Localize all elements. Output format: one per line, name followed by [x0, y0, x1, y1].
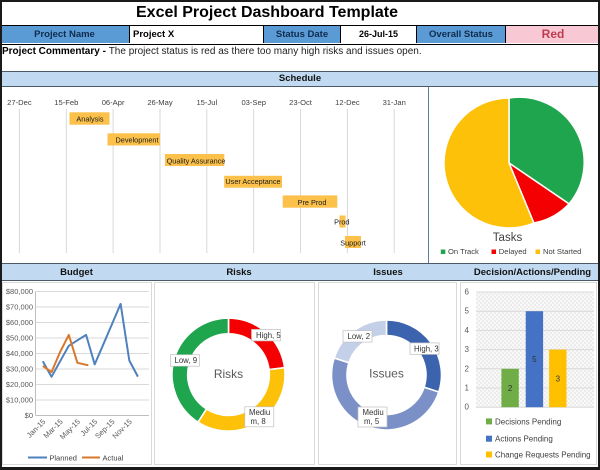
svg-text:Quality Assurance: Quality Assurance: [167, 156, 226, 165]
svg-text:Development: Development: [116, 136, 159, 145]
svg-text:Risks: Risks: [214, 367, 243, 381]
svg-text:6: 6: [465, 288, 470, 297]
svg-text:15-Jul: 15-Jul: [196, 98, 217, 107]
svg-text:Not Started: Not Started: [543, 247, 581, 256]
svg-text:Nov-15: Nov-15: [110, 417, 133, 440]
svg-text:$60,000: $60,000: [6, 318, 33, 327]
svg-text:12-Dec: 12-Dec: [335, 98, 360, 107]
svg-text:Support: Support: [340, 238, 366, 247]
svg-text:Actual: Actual: [103, 454, 124, 463]
svg-text:2: 2: [465, 364, 470, 373]
svg-text:4: 4: [465, 326, 470, 335]
svg-text:On Track: On Track: [448, 247, 479, 256]
svg-text:31-Jan: 31-Jan: [383, 98, 406, 107]
svg-text:$40,000: $40,000: [6, 349, 33, 358]
svg-text:5: 5: [532, 355, 537, 364]
svg-text:Change Requests Pending: Change Requests Pending: [495, 451, 591, 460]
svg-text:Actions Pending: Actions Pending: [495, 435, 553, 444]
svg-text:Tasks: Tasks: [493, 232, 523, 244]
svg-text:3: 3: [465, 345, 470, 354]
svg-text:$70,000: $70,000: [6, 303, 33, 312]
svg-text:Prod: Prod: [334, 218, 349, 227]
svg-text:26-May: 26-May: [147, 98, 173, 107]
svg-text:0: 0: [465, 403, 470, 412]
svg-text:$0: $0: [25, 411, 33, 420]
svg-text:23-Oct: 23-Oct: [289, 98, 313, 107]
svg-text:High, 5: High, 5: [256, 331, 281, 340]
svg-text:1: 1: [465, 384, 470, 393]
svg-text:m, 8: m, 8: [251, 417, 266, 426]
svg-text:06-Apr: 06-Apr: [102, 98, 125, 107]
svg-text:Pre Prod: Pre Prod: [298, 198, 327, 207]
svg-text:$50,000: $50,000: [6, 334, 33, 343]
svg-text:03-Sep: 03-Sep: [241, 98, 266, 107]
svg-text:Analysis: Analysis: [76, 115, 104, 124]
svg-text:$20,000: $20,000: [6, 380, 33, 389]
svg-text:27-Dec: 27-Dec: [7, 98, 32, 107]
svg-text:2: 2: [508, 384, 513, 393]
svg-text:m, 5: m, 5: [364, 417, 380, 426]
svg-text:High, 3: High, 3: [414, 344, 439, 353]
svg-text:User Acceptance: User Acceptance: [225, 177, 280, 186]
svg-text:$10,000: $10,000: [6, 396, 33, 405]
svg-text:Mediu: Mediu: [363, 408, 384, 417]
svg-text:$80,000: $80,000: [6, 287, 33, 296]
svg-text:Planned: Planned: [49, 454, 77, 463]
svg-text:15-Feb: 15-Feb: [54, 98, 78, 107]
svg-text:Low, 9: Low, 9: [175, 356, 198, 365]
svg-text:Decisions Pending: Decisions Pending: [495, 417, 561, 426]
svg-text:Issues: Issues: [369, 367, 404, 381]
svg-text:Mediu: Mediu: [249, 408, 270, 417]
svg-text:$30,000: $30,000: [6, 365, 33, 374]
svg-text:Delayed: Delayed: [499, 247, 527, 256]
svg-text:Low, 2: Low, 2: [348, 332, 371, 341]
svg-text:5: 5: [465, 307, 470, 316]
svg-text:3: 3: [556, 374, 561, 383]
